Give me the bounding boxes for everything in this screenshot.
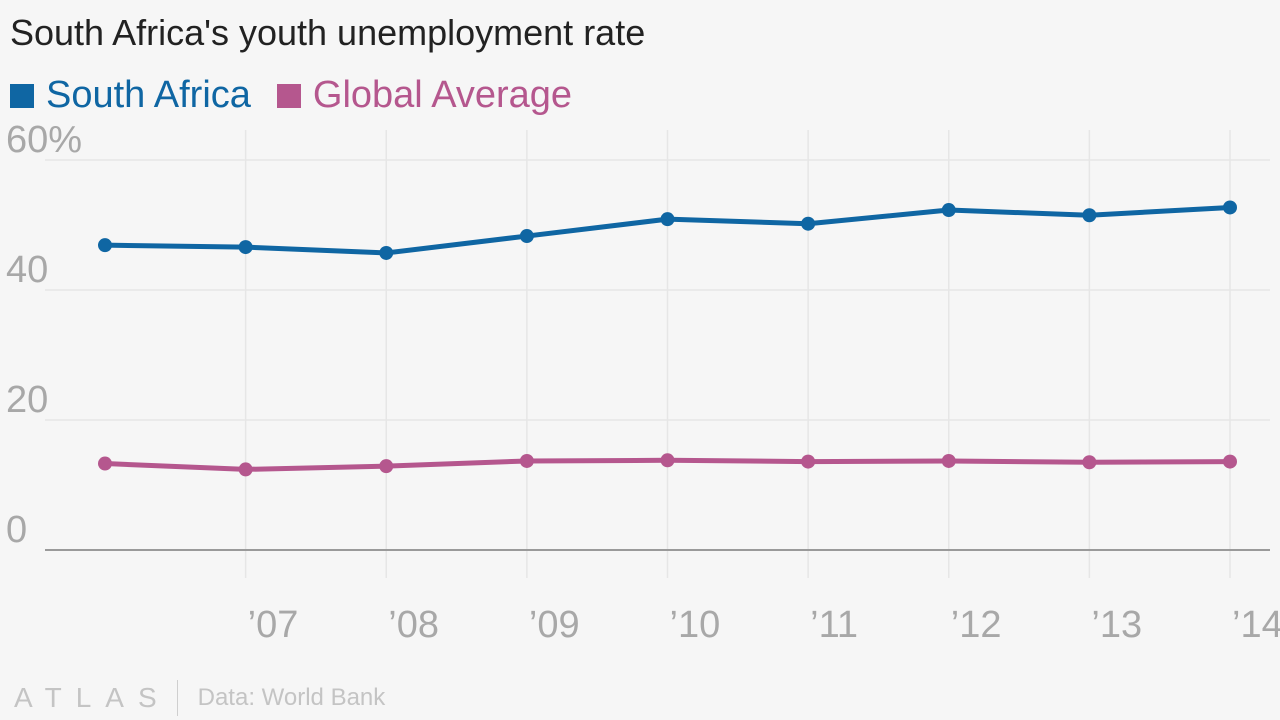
data-point-1-1 (238, 462, 253, 477)
data-point-0-2 (379, 245, 394, 260)
data-point-1-6 (941, 453, 956, 468)
data-point-1-0 (98, 456, 112, 471)
data-point-1-5 (801, 454, 816, 469)
y-tick-label-2: 40 (6, 249, 48, 291)
y-tick-label-0: 0 (6, 509, 27, 551)
footer: ATLAS Data: World Bank (14, 680, 385, 716)
legend-item-global-average: Global Average (276, 74, 573, 117)
x-tick-label-6: ’13 (1091, 604, 1142, 646)
data-point-0-4 (660, 212, 675, 227)
legend-label-global-average: Global Average (312, 74, 573, 116)
x-tick-label-0: ’07 (248, 604, 299, 646)
data-point-0-8 (1223, 200, 1237, 215)
legend: South Africa Global Average (10, 74, 598, 117)
data-source: Data: World Bank (197, 684, 386, 711)
data-point-0-6 (941, 203, 956, 218)
data-point-0-7 (1082, 208, 1097, 223)
data-point-1-2 (379, 459, 394, 474)
x-tick-label-5: ’12 (951, 604, 1002, 646)
y-tick-label-3: 60% (6, 119, 82, 161)
x-tick-label-4: ’11 (810, 604, 858, 646)
footer-divider (176, 680, 178, 716)
data-point-1-4 (660, 453, 675, 468)
data-point-0-0 (98, 238, 112, 253)
data-point-0-3 (519, 229, 534, 244)
chart-title: South Africa's youth unemployment rate (10, 12, 646, 53)
y-tick-label-1: 20 (6, 379, 48, 421)
legend-swatch-south-africa (10, 83, 34, 108)
legend-label-south-africa: South Africa (46, 74, 251, 116)
x-tick-label-3: ’10 (670, 604, 721, 646)
x-tick-label-2: ’09 (529, 604, 580, 646)
atlas-logo: ATLAS (14, 682, 171, 713)
data-point-0-5 (801, 216, 816, 231)
legend-item-south-africa: South Africa (10, 74, 251, 117)
data-point-1-3 (519, 453, 534, 468)
x-tick-label-7: ’14 (1232, 604, 1280, 646)
legend-swatch-global-average (276, 83, 301, 108)
x-tick-label-1: ’08 (388, 604, 439, 646)
data-point-0-1 (238, 240, 253, 255)
data-point-1-7 (1082, 455, 1097, 470)
data-point-1-8 (1223, 454, 1237, 469)
